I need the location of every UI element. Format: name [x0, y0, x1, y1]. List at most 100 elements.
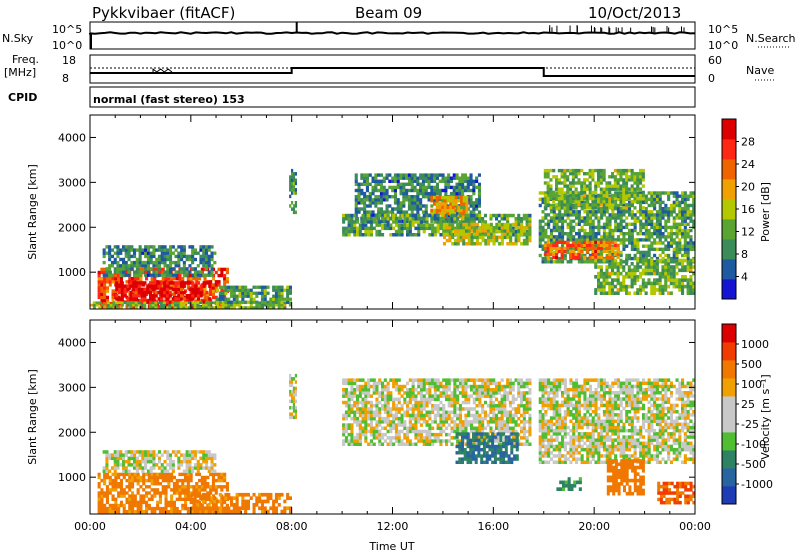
heatmap-cell	[294, 380, 297, 384]
heatmap-cell	[406, 233, 410, 237]
heatmap-cell	[350, 410, 354, 414]
heatmap-cell	[467, 220, 471, 224]
heatmap-cell	[605, 260, 609, 264]
heatmap-cell	[549, 252, 553, 256]
heatmap-cell	[102, 251, 106, 255]
heatmap-cell	[483, 220, 487, 224]
heatmap-cell	[413, 207, 417, 211]
heatmap-cell	[260, 503, 264, 507]
heatmap-cell	[580, 219, 584, 223]
heatmap-cell	[597, 249, 601, 253]
heatmap-cell	[577, 210, 581, 214]
heatmap-cell	[514, 222, 518, 227]
heatmap-cell	[161, 270, 165, 275]
heatmap-cell	[625, 187, 629, 191]
heatmap-cell	[365, 182, 369, 186]
heatmap-cell	[605, 190, 609, 195]
heatmap-cell	[514, 229, 518, 234]
heatmap-cell	[563, 246, 567, 250]
heatmap-cell	[181, 503, 185, 508]
heatmap-cell	[103, 506, 107, 511]
heatmap-cell	[619, 253, 623, 258]
heatmap-cell	[97, 510, 101, 514]
heatmap-cell	[269, 297, 273, 301]
heatmap-cell	[198, 494, 202, 498]
heatmap-cell	[506, 242, 510, 246]
heatmap-cell	[102, 273, 106, 277]
heatmap-cell	[487, 226, 491, 230]
heatmap-cell	[600, 213, 604, 217]
heatmap-cell	[238, 291, 242, 295]
heatmap-cell	[605, 184, 609, 188]
heatmap-cell	[511, 213, 515, 218]
heatmap-cell	[151, 301, 155, 305]
heatmap-cell	[110, 273, 114, 277]
heatmap-cell	[689, 219, 693, 223]
heatmap-cell	[558, 256, 562, 261]
heatmap-cell	[111, 298, 115, 303]
heatmap-cell	[365, 198, 369, 202]
heatmap-cell	[214, 280, 218, 284]
heatmap-cell	[170, 503, 174, 508]
heatmap-cell	[464, 217, 468, 221]
heatmap-cell	[583, 196, 587, 201]
heatmap-cell	[347, 394, 351, 398]
heatmap-cell	[599, 181, 603, 185]
heatmap-cell	[438, 188, 442, 193]
heatmap-cell	[503, 213, 507, 218]
heatmap-cell	[347, 413, 351, 418]
heatmap-cell	[633, 193, 637, 198]
heatmap-cell	[466, 185, 470, 190]
heatmap-cell	[126, 287, 130, 292]
heatmap-cell	[182, 290, 186, 295]
heatmap-cell	[353, 420, 357, 424]
heatmap-cell	[555, 178, 559, 182]
heatmap-cell	[350, 404, 354, 408]
heatmap-cell	[410, 176, 414, 180]
heatmap-cell	[473, 226, 477, 230]
heatmap-cell	[202, 281, 206, 285]
heatmap-cell	[235, 499, 239, 504]
heatmap-cell	[272, 506, 276, 511]
heatmap-cell	[558, 225, 562, 230]
heatmap-cell	[105, 466, 109, 470]
heatmap-cell	[274, 499, 278, 504]
heatmap-cell	[238, 285, 242, 289]
heatmap-cell	[681, 288, 685, 292]
heatmap-cell	[157, 260, 161, 265]
heatmap-cell	[283, 303, 287, 307]
heatmap-cell	[650, 235, 654, 239]
power-ylabel: Slant Range [km]	[26, 164, 39, 260]
heatmap-cell	[98, 301, 102, 305]
heatmap-cell	[141, 459, 145, 464]
heatmap-cell	[647, 228, 651, 233]
heatmap-cell	[555, 235, 559, 239]
heatmap-cell	[506, 217, 510, 221]
heatmap-cell	[472, 201, 476, 205]
heatmap-cell	[639, 225, 643, 230]
heatmap-cell	[133, 478, 137, 483]
heatmap-cell	[441, 205, 445, 209]
heatmap-cell	[166, 257, 170, 262]
heatmap-cell	[116, 450, 120, 454]
heatmap-cell	[192, 503, 196, 508]
heatmap-cell	[344, 388, 348, 392]
heatmap-cell	[165, 306, 169, 309]
heatmap-cell	[210, 456, 214, 461]
heatmap-cell	[217, 472, 221, 477]
heatmap-cell	[221, 297, 225, 301]
heatmap-cell	[149, 297, 153, 301]
heatmap-cell	[644, 281, 648, 286]
heatmap-cell	[489, 213, 493, 218]
heatmap-cell	[466, 179, 470, 183]
heatmap-cell	[116, 264, 120, 268]
heatmap-cell	[138, 453, 142, 457]
heatmap-cell	[605, 238, 609, 242]
heatmap-cell	[625, 184, 629, 188]
heatmap-cell	[153, 267, 157, 272]
heatmap-cell	[213, 503, 217, 507]
heatmap-cell	[354, 188, 358, 193]
heatmap-cell	[105, 450, 109, 454]
heatmap-cell	[205, 456, 209, 461]
heatmap-cell	[109, 306, 113, 309]
